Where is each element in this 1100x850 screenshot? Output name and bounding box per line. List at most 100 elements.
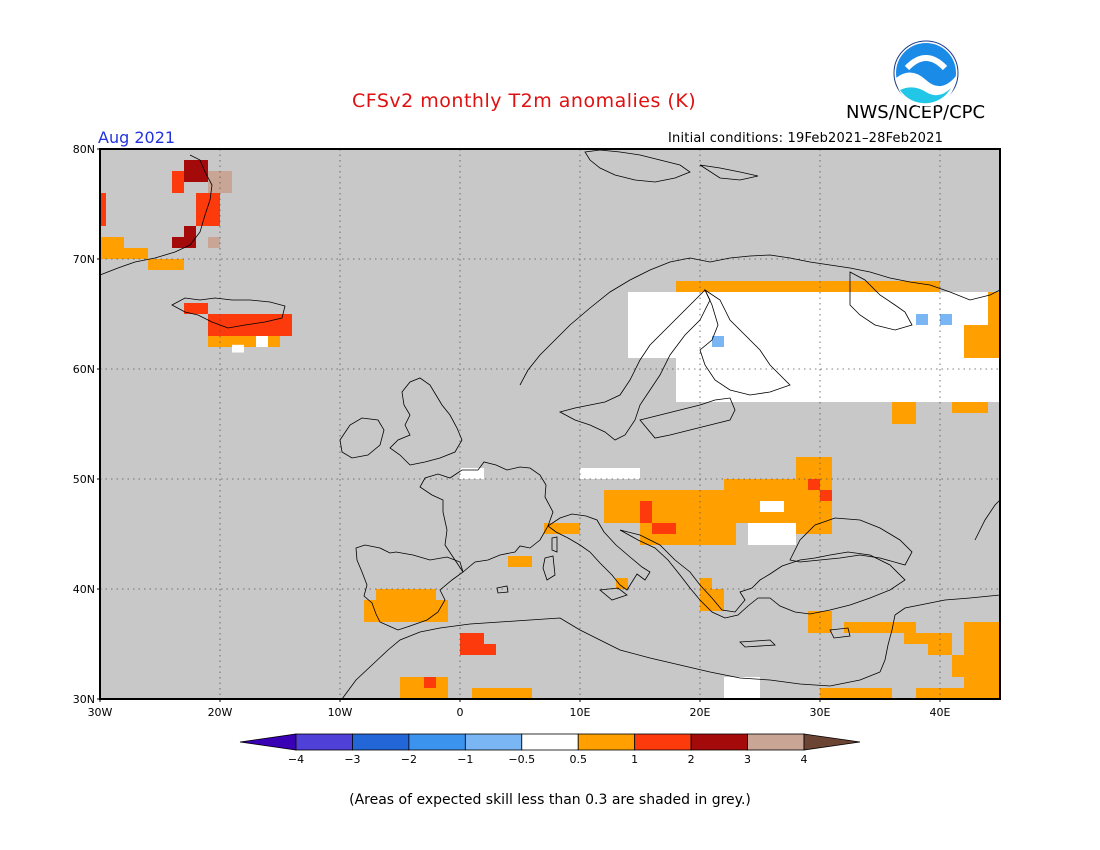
anomaly-cell: [460, 633, 484, 644]
map-title: CFSv2 monthly T2m anomalies (K): [352, 90, 697, 112]
anomaly-cell: [208, 314, 292, 336]
coastline-baltic-states: [639, 397, 736, 439]
latitude-tick-label: 50N: [73, 473, 95, 486]
anomaly-cell: [208, 336, 280, 347]
anomaly-cell: [196, 193, 220, 226]
anomaly-cell: [652, 523, 676, 534]
anomaly-cell: [184, 226, 196, 237]
anomaly-cell: [916, 314, 928, 325]
valid-month-label: Aug 2021: [98, 128, 176, 147]
anomaly-cell: [808, 479, 820, 490]
anomaly-cell: [184, 303, 208, 314]
anomaly-cell: [460, 468, 484, 479]
legend-tick-label: 1: [631, 753, 638, 766]
map-background: [100, 149, 1000, 699]
legend-tick-label: 2: [688, 753, 695, 766]
anomaly-cell: [100, 237, 124, 259]
legend-swatch: [690, 733, 748, 751]
anomaly-cell: [964, 325, 1000, 358]
anomaly-cell: [880, 622, 916, 633]
map-frame: [99, 148, 1001, 700]
anomaly-cell: [844, 622, 892, 633]
anomaly-cell: [256, 336, 268, 347]
legend-swatch: [521, 733, 579, 751]
coastline-north-africa: [341, 617, 881, 700]
latitude-tick-label: 30N: [73, 693, 95, 706]
coastline-caspian: [974, 499, 1001, 541]
longitude-tick-label: 20E: [690, 706, 711, 719]
coastline-sweden-baltic: [558, 289, 711, 441]
latitude-tick-label: 80N: [73, 143, 95, 156]
anomaly-cell: [544, 523, 580, 534]
graticule: [100, 149, 1000, 699]
legend-tick-label: 0.5: [569, 753, 587, 766]
coastline-kola: [849, 271, 913, 331]
legend-swatch: [747, 733, 805, 751]
anomaly-cell: [724, 281, 796, 292]
anomaly-cell: [124, 248, 148, 259]
coastlines: [99, 149, 1001, 700]
coastline-scandinavia: [519, 254, 1001, 386]
longitude-tick-label: 30W: [88, 706, 113, 719]
anomaly-cell: [796, 281, 868, 292]
coastline-ireland: [339, 417, 385, 459]
longitude-tick-label: 10W: [328, 706, 353, 719]
legend-swatch: [634, 733, 692, 751]
anomaly-cell: [232, 344, 244, 353]
legend-tick-label: −4: [288, 753, 304, 766]
legend-swatch: [464, 733, 523, 751]
anomaly-cell: [640, 501, 652, 523]
longitude-tick-label: 30E: [810, 706, 831, 719]
coastline-iceland: [171, 297, 286, 329]
anomaly-cell: [724, 292, 1000, 402]
anomaly-cell: [724, 677, 760, 699]
anomaly-cell: [424, 677, 436, 688]
legend-swatch: [352, 733, 410, 751]
coastline-france: [419, 461, 554, 573]
anomaly-cell: [952, 402, 988, 413]
anomaly-cell: [820, 490, 832, 501]
anomaly-cell: [148, 259, 184, 270]
legend-swatch-high-end: [803, 733, 861, 751]
coastline-italy: [547, 513, 651, 591]
longitude-tick-label: 10E: [570, 706, 591, 719]
legend-swatch: [408, 733, 466, 751]
initial-conditions-label: Initial conditions: 19Feb2021–28Feb2021: [668, 131, 944, 146]
legend-swatch: [577, 733, 636, 751]
legend-tick-label: 3: [744, 753, 751, 766]
legend-tick-label: −0.5: [508, 753, 535, 766]
anomaly-cell: [172, 171, 184, 193]
agency-label: NWS/NCEP/CPC: [846, 102, 986, 123]
longitude-tick-label: 20W: [208, 706, 233, 719]
anomaly-cell: [760, 501, 784, 512]
anomaly-cell: [904, 633, 940, 644]
anomaly-cell: [100, 193, 106, 226]
coastline-svalbard: [584, 149, 691, 183]
anomaly-cell: [748, 523, 796, 545]
anomaly-cell: [868, 281, 940, 292]
anomaly-cell: [172, 237, 196, 248]
anomaly-cell: [892, 402, 916, 424]
skill-footnote: (Areas of expected skill less than 0.3 a…: [349, 792, 751, 808]
anomaly-cell: [364, 600, 448, 622]
anomaly-cell: [460, 644, 496, 655]
anomaly-cell: [988, 292, 1000, 325]
coastline-cyprus: [829, 627, 851, 639]
latitude-tick-label: 60N: [73, 363, 95, 376]
coastline-corsica: [551, 536, 558, 553]
coastline-black-sea: [789, 517, 913, 566]
anomaly-cell: [472, 688, 532, 699]
latitude-tick-label: 70N: [73, 253, 95, 266]
coastline-balkans: [619, 529, 906, 619]
anomaly-cell: [712, 336, 724, 347]
legend-tick-label: −3: [344, 753, 360, 766]
anomaly-cell: [940, 314, 952, 325]
anomaly-cell: [508, 556, 532, 567]
coastline-crete: [739, 639, 776, 648]
anomaly-cell: [208, 237, 220, 248]
anomaly-cell: [616, 578, 628, 589]
noaa-logo: [893, 40, 959, 106]
